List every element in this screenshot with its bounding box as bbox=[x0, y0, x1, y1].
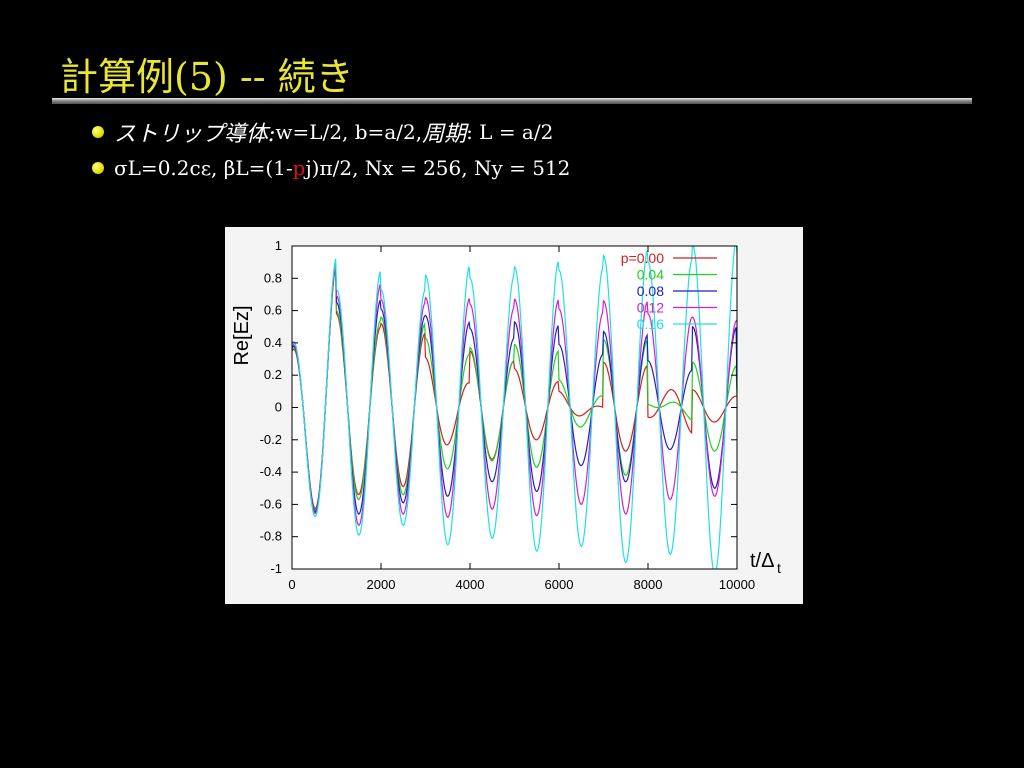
y-tick-label: -0.6 bbox=[260, 496, 282, 511]
line-chart: 1 0.8 0.6 0.4 0.2 0 -0.2 -0.4 -0.6 -0.8 -1 0 2000 400… bbox=[225, 227, 803, 604]
y-tick-label: 0.2 bbox=[264, 367, 282, 382]
bullet-dot-icon bbox=[92, 126, 104, 138]
x-tick-label: 6000 bbox=[545, 577, 574, 592]
legend-label: 0.04 bbox=[637, 267, 664, 283]
bullet-item: ストリップ導体: w=L/2, b=a/2, 周期 : L = a/2 bbox=[92, 114, 570, 150]
y-tick-label: -0.2 bbox=[260, 432, 282, 447]
bullet-text: j)π/2, Nx = 256, Ny = 512 bbox=[305, 156, 571, 180]
y-tick-label: 0.4 bbox=[264, 335, 282, 350]
y-tick-label: -1 bbox=[270, 561, 282, 576]
bullet-text: w=L/2, b=a/2, bbox=[275, 120, 423, 144]
x-tick-label: 8000 bbox=[634, 577, 663, 592]
y-tick-label: 1 bbox=[275, 238, 282, 253]
y-tick-label: -0.8 bbox=[260, 529, 282, 544]
legend-label: 0.16 bbox=[637, 316, 664, 332]
chart-svg: 1 0.8 0.6 0.4 0.2 0 -0.2 -0.4 -0.6 -0.8 -1 0 2000 400… bbox=[231, 238, 781, 592]
x-axis-label: t/Δ bbox=[750, 550, 774, 572]
bullet-text: σL=0.2cε, βL=(1- bbox=[114, 156, 293, 180]
title-divider bbox=[52, 98, 972, 104]
x-axis-label-subscript: t bbox=[777, 560, 781, 576]
series-line-4 bbox=[292, 246, 737, 569]
y-tick-label: -0.4 bbox=[260, 464, 282, 479]
y-axis-label: Re[Ez] bbox=[231, 305, 253, 365]
bullet-text-highlight: p bbox=[292, 156, 306, 180]
bullet-text-jp: 周期 bbox=[422, 122, 467, 147]
legend-label: p=0.00 bbox=[621, 250, 664, 266]
y-tick-label: 0.8 bbox=[264, 270, 282, 285]
y-tick-label: 0.6 bbox=[264, 303, 282, 318]
bullet-text: : L = a/2 bbox=[466, 120, 554, 144]
series-line-1 bbox=[292, 264, 737, 512]
x-tick-label: 4000 bbox=[456, 577, 485, 592]
bullet-item: σL=0.2cε, βL=(1- p j)π/2, Nx = 256, Ny =… bbox=[92, 150, 570, 186]
x-tick-label: 10000 bbox=[719, 577, 755, 592]
legend-label: 0.08 bbox=[637, 283, 664, 299]
y-tick-label: 0 bbox=[275, 400, 282, 415]
x-tick-label: 2000 bbox=[367, 577, 396, 592]
plot-area bbox=[292, 246, 737, 569]
bullet-text-jp: ストリップ導体: bbox=[114, 122, 276, 147]
chart-panel: 1 0.8 0.6 0.4 0.2 0 -0.2 -0.4 -0.6 -0.8 -1 0 2000 400… bbox=[225, 227, 803, 604]
x-tick-label: 0 bbox=[288, 577, 295, 592]
legend-label: 0.12 bbox=[637, 300, 664, 316]
bullet-dot-icon bbox=[92, 162, 104, 174]
bullet-list: ストリップ導体: w=L/2, b=a/2, 周期 : L = a/2 σL=0… bbox=[92, 114, 570, 186]
slide-title: 計算例(5) -- 続き bbox=[60, 55, 354, 99]
